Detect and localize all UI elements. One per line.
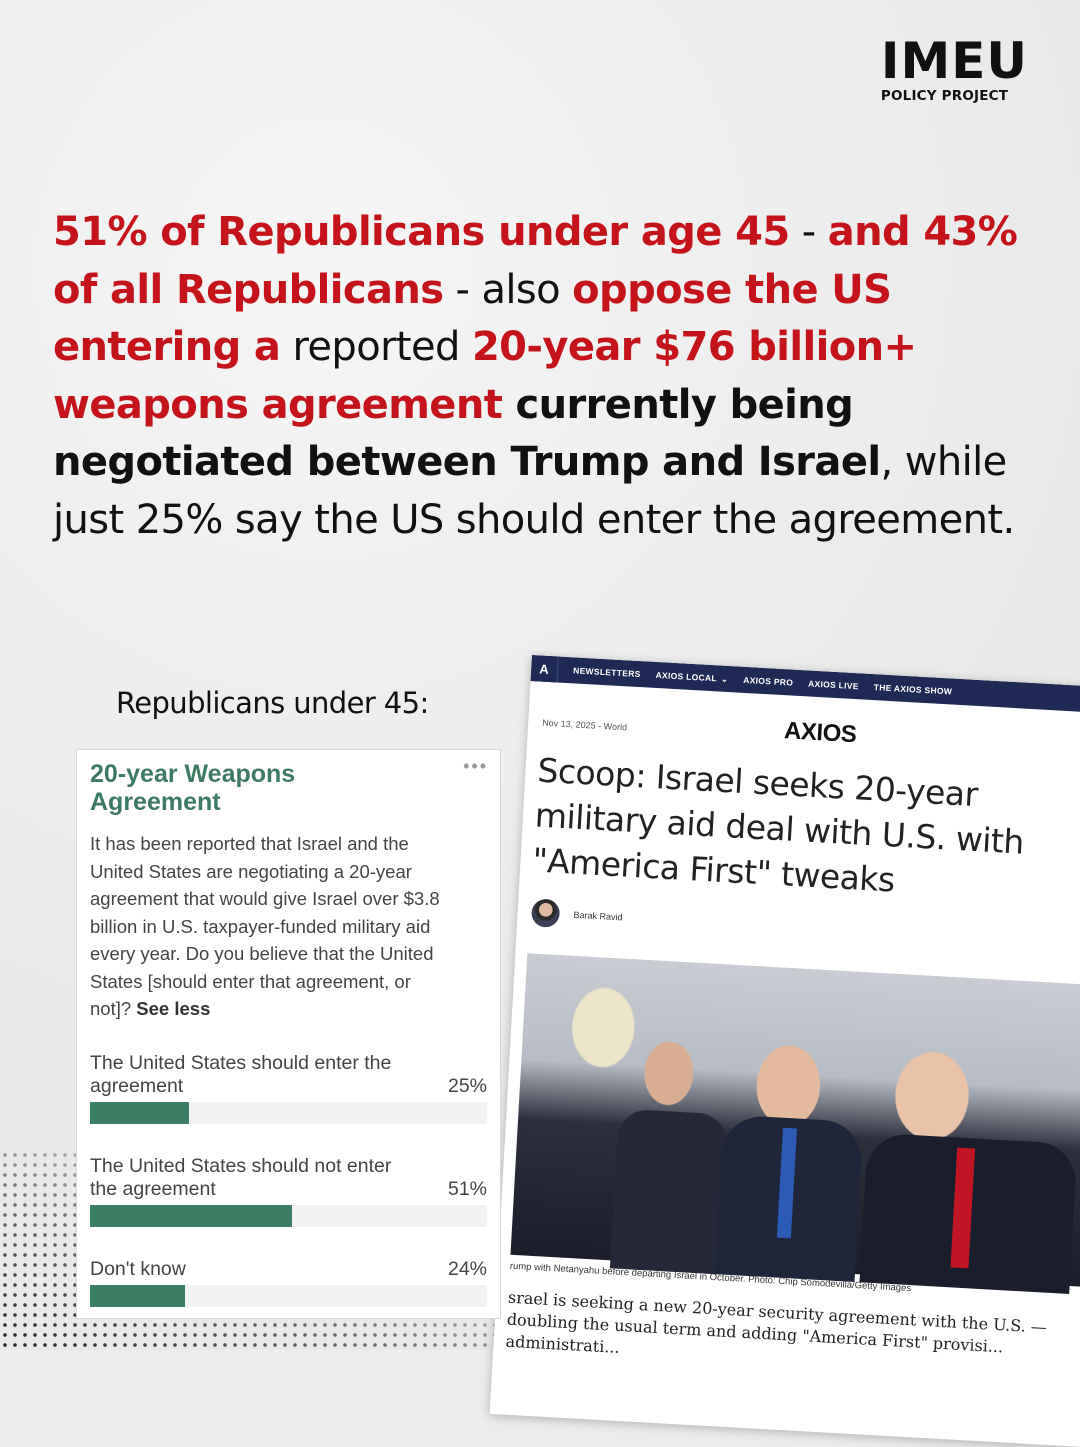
headline-part-7: 20-year $76 billion+ weapons agreement (53, 324, 917, 428)
option-bar-track (90, 1102, 487, 1124)
option-label: The United States should enter the agree… (90, 1052, 392, 1097)
option-bar-fill (90, 1102, 190, 1124)
headline-part-1: 51% of Republicans under age 45 (53, 209, 790, 255)
option-bar-track (90, 1205, 487, 1227)
axios-article-screenshot: A NEWSLETTERS AXIOS LOCAL ⌄ AXIOS PRO AX… (489, 655, 1080, 1447)
article-photo (510, 953, 1080, 1294)
headline: 51% of Republicans under age 45 - and 43… (53, 204, 1043, 549)
option-percent: 51% (447, 1178, 487, 1200)
headline-part-3: and 43% of all Republicans (53, 209, 1018, 313)
headline-part-2: - (789, 209, 828, 255)
poll-option: The United States should enter the agree… (90, 1052, 487, 1124)
option-label: The United States should not enter the a… (90, 1155, 392, 1200)
nav-item: NEWSLETTERS (572, 665, 641, 680)
logo-name: IMEU (880, 32, 1028, 90)
option-bar-fill (90, 1285, 186, 1307)
option-label: Don't know (90, 1258, 186, 1280)
author-name: Barak Ravid (573, 909, 623, 923)
see-less-link[interactable]: See less (136, 998, 211, 1019)
poll-card: ••• 20-year Weapons Agreement It has bee… (77, 750, 500, 1318)
option-percent: 24% (447, 1258, 487, 1280)
article-title: Scoop: Israel seeks 20-year military aid… (531, 750, 1025, 900)
axios-mark-icon: A (530, 655, 559, 683)
subgroup-label: Republicans under 45: (116, 686, 429, 720)
poll-option: Don't know 24% (90, 1258, 487, 1307)
poll-question: It has been reported that Israel and the… (90, 830, 450, 1023)
option-percent: 25% (447, 1075, 487, 1097)
option-bar-track (90, 1285, 487, 1307)
chevron-down-icon: ⌄ (720, 673, 729, 684)
article-body: srael is seeking a new 20-year security … (505, 1287, 1048, 1357)
poll-title: 20-year Weapons Agreement (90, 760, 296, 816)
option-bar-fill (90, 1205, 293, 1227)
headline-part-8: currently being negotiated between Trump… (53, 381, 881, 486)
headline-part-4: - also (443, 266, 573, 313)
logo-subtitle: POLICY PROJECT (880, 88, 1009, 104)
axios-logo: AXIOS (783, 717, 857, 749)
headline-part-5: oppose the US entering a (53, 266, 892, 371)
article-date: Nov 13, 2025 - World (541, 717, 628, 733)
headline-part-9: , while just 25% say the US should enter… (53, 439, 1015, 543)
more-options-icon[interactable]: ••• (463, 756, 488, 776)
article-author: Barak Ravid (530, 898, 623, 931)
question-text: It has been reported that Israel and the… (90, 833, 440, 1019)
nav-item: AXIOS LOCAL (655, 669, 718, 684)
avatar (530, 898, 561, 928)
photo-figure (609, 1108, 729, 1275)
nav-item: THE AXIOS SHOW (873, 682, 953, 697)
nav-item: AXIOS PRO (743, 674, 794, 688)
nav-item: AXIOS LIVE (807, 678, 860, 692)
headline-part-6: reported (280, 324, 472, 370)
poll-option: The United States should not enter the a… (90, 1155, 487, 1227)
imeu-logo: IMEU POLICY PROJECT (881, 36, 1028, 104)
